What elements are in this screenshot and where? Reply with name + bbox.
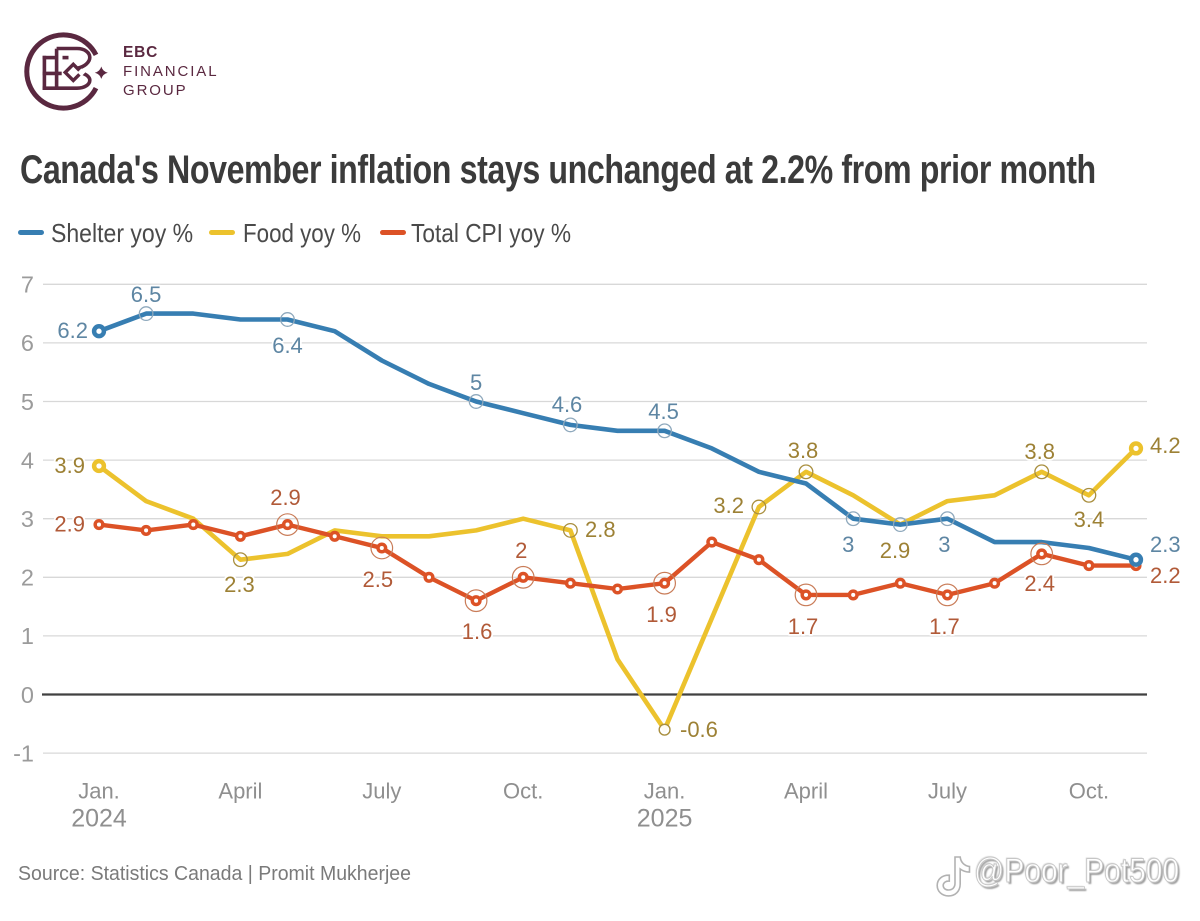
- svg-text:2.5: 2.5: [363, 567, 394, 592]
- svg-text:April: April: [784, 779, 828, 804]
- svg-text:2024: 2024: [71, 805, 127, 833]
- svg-text:4.5: 4.5: [648, 399, 679, 424]
- svg-text:-0.6: -0.6: [680, 717, 718, 742]
- svg-text:4: 4: [21, 447, 34, 473]
- svg-text:6: 6: [21, 330, 34, 356]
- svg-text:July: July: [362, 779, 401, 804]
- svg-text:Oct.: Oct.: [503, 779, 543, 804]
- svg-text:4.2: 4.2: [1150, 433, 1181, 458]
- svg-text:Oct.: Oct.: [1069, 779, 1109, 804]
- svg-text:3.8: 3.8: [1024, 439, 1055, 464]
- svg-text:4.6: 4.6: [552, 392, 583, 417]
- svg-text:Jan.: Jan.: [644, 779, 686, 804]
- svg-text:1.7: 1.7: [929, 614, 960, 639]
- svg-text:2.9: 2.9: [54, 512, 85, 537]
- svg-text:2.9: 2.9: [880, 538, 911, 563]
- svg-text:3: 3: [842, 532, 854, 557]
- svg-text:2.2: 2.2: [1150, 563, 1181, 588]
- svg-text:2.9: 2.9: [270, 485, 301, 510]
- svg-text:-1: -1: [13, 740, 34, 766]
- svg-text:3.8: 3.8: [788, 438, 819, 463]
- svg-text:2: 2: [515, 538, 527, 563]
- svg-text:July: July: [928, 779, 967, 804]
- svg-text:3: 3: [21, 506, 34, 532]
- svg-text:5: 5: [470, 370, 482, 395]
- svg-text:2.8: 2.8: [585, 517, 616, 542]
- svg-text:2025: 2025: [637, 805, 693, 833]
- svg-text:3: 3: [938, 532, 950, 557]
- svg-text:6.2: 6.2: [57, 318, 88, 343]
- svg-text:April: April: [218, 779, 262, 804]
- svg-text:7: 7: [21, 272, 34, 298]
- svg-text:6.4: 6.4: [272, 333, 303, 358]
- svg-text:2.4: 2.4: [1024, 571, 1055, 596]
- svg-text:3.2: 3.2: [713, 493, 744, 518]
- svg-text:3.4: 3.4: [1074, 507, 1105, 532]
- svg-text:2.3: 2.3: [1150, 532, 1181, 557]
- svg-text:6.5: 6.5: [131, 282, 162, 307]
- svg-text:5: 5: [21, 389, 34, 415]
- svg-text:3.9: 3.9: [54, 453, 85, 478]
- svg-text:0: 0: [21, 682, 34, 708]
- svg-text:1.9: 1.9: [646, 602, 677, 627]
- svg-text:2.3: 2.3: [224, 572, 255, 597]
- svg-text:1: 1: [21, 623, 34, 649]
- svg-text:1.6: 1.6: [462, 619, 493, 644]
- svg-text:Jan.: Jan.: [78, 779, 120, 804]
- svg-text:1.7: 1.7: [788, 614, 819, 639]
- svg-text:2: 2: [21, 565, 34, 591]
